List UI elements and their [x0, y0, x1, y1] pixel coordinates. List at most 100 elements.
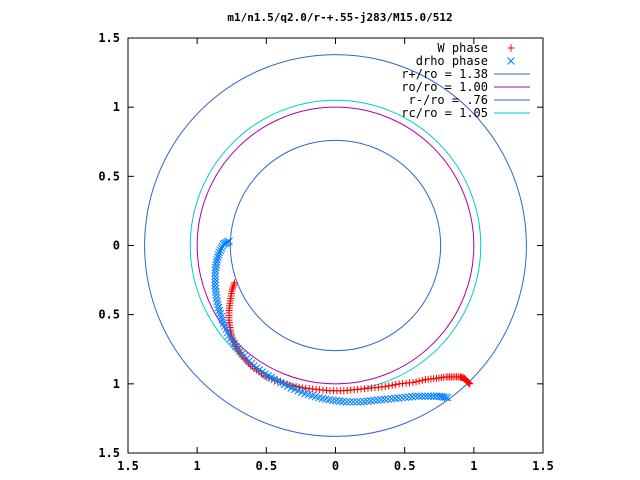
circle-rro	[144, 54, 527, 437]
y-tick-label: 0.5	[98, 308, 120, 322]
legend-label: ro/ro = 1.00	[401, 80, 488, 94]
data-point	[215, 248, 224, 257]
legend-entry: ro/ro = 1.00	[401, 80, 530, 94]
data-point-interp	[332, 396, 341, 405]
data-point-interp	[360, 397, 368, 406]
data-point-interp	[412, 378, 420, 386]
data-point-interp	[404, 393, 413, 401]
data-point-interp	[373, 396, 382, 404]
data-point	[328, 396, 337, 405]
data-point	[370, 396, 379, 405]
y-tick-label: 0	[113, 239, 120, 253]
data-point-interp	[464, 378, 472, 386]
data-point-interp	[408, 392, 417, 401]
data-point-interp	[421, 392, 429, 401]
circle-roro	[196, 106, 475, 385]
data-point-interp	[418, 376, 426, 384]
data-point-interp	[465, 379, 473, 387]
data-point-interp	[335, 397, 344, 405]
data-point-interp	[214, 250, 223, 259]
data-point	[342, 397, 351, 406]
data-point	[411, 392, 420, 401]
data-point-interp	[429, 392, 438, 401]
y-tick-label: 1	[113, 377, 120, 391]
circle-rcro	[189, 99, 482, 392]
data-point	[356, 397, 365, 406]
data-point-interp	[218, 242, 227, 251]
legend-label: rc/ro = 1.05	[401, 106, 488, 120]
data-point-interp	[441, 393, 450, 402]
legend-label: r-/ro = .76	[409, 93, 488, 107]
data-point-interp	[349, 397, 358, 406]
data-point-interp	[427, 392, 435, 401]
legend-marker	[507, 44, 515, 52]
data-point-interp	[394, 394, 403, 402]
legend-marker	[507, 57, 515, 65]
data-point-interp	[216, 246, 225, 255]
x-tick-label: 1.5	[117, 459, 139, 473]
y-tick-label: 0.5	[98, 169, 120, 183]
data-point-interp	[212, 291, 221, 299]
data-point	[384, 395, 392, 403]
data-point-interp	[211, 287, 220, 296]
data-point	[286, 381, 294, 389]
x-tick-label: 0	[332, 459, 339, 473]
y-tick-label: 1.5	[98, 446, 120, 460]
data-point-interp	[392, 381, 400, 389]
series-drho-phase	[211, 237, 452, 406]
data-point	[211, 269, 220, 278]
data-point	[398, 393, 406, 402]
data-point-interp	[380, 395, 389, 404]
data-point	[219, 240, 228, 248]
data-point-interp	[217, 244, 226, 253]
data-point-interp	[418, 392, 426, 401]
x-tick-label: 0.5	[255, 459, 277, 473]
legend-entry: r+/ro = 1.38	[401, 67, 530, 81]
data-point-interp	[385, 382, 393, 390]
legend-entry: drho phase	[416, 54, 515, 68]
axis-ticks: 1.5 1 0.5 0 0.5 1 1.51.510.500.511.5	[98, 31, 554, 473]
data-point	[466, 380, 474, 388]
x-tick-label: 1	[470, 459, 477, 473]
data-point-interp	[415, 377, 423, 385]
data-series	[211, 237, 474, 406]
x-tick-label: 0.5	[394, 459, 416, 473]
data-point-interp	[211, 266, 220, 275]
legend-label: r+/ro = 1.38	[401, 67, 488, 81]
x-tick-label: 1	[194, 459, 201, 473]
data-point-interp	[353, 397, 361, 406]
legend-entry: W phase	[437, 41, 515, 55]
data-point-interp	[366, 396, 375, 405]
data-point-interp	[387, 394, 396, 403]
data-point	[443, 393, 452, 402]
data-point-interp	[214, 300, 222, 309]
data-point-interp	[211, 275, 220, 284]
legend-label: drho phase	[416, 54, 488, 68]
data-point-interp	[414, 392, 423, 401]
data-point	[381, 383, 389, 391]
data-point	[212, 294, 221, 302]
data-point-interp	[388, 381, 396, 389]
x-tick-label: 1.5	[532, 459, 554, 473]
y-tick-label: 1	[113, 100, 120, 114]
legend-label: W phase	[437, 41, 488, 55]
data-point-interp	[213, 297, 222, 306]
data-point-interp	[211, 272, 220, 281]
legend-entry: rc/ro = 1.05	[401, 106, 530, 120]
data-point-interp	[214, 253, 222, 262]
legend-entry: r-/ro = .76	[409, 93, 530, 107]
chart-title: m1/n1.5/q2.0/r-+.55-j283/M15.0/512	[227, 11, 452, 24]
data-point-interp	[211, 278, 220, 287]
data-point-interp	[363, 397, 372, 405]
data-point-interp	[339, 397, 347, 406]
data-point	[409, 378, 417, 386]
y-tick-label: 1.5	[98, 31, 120, 45]
data-point-interp	[377, 395, 386, 404]
circle-rro	[229, 139, 442, 352]
data-point-interp	[214, 303, 223, 312]
data-point-interp	[346, 397, 354, 406]
data-point-interp	[401, 393, 410, 402]
data-point-interp	[391, 394, 399, 403]
